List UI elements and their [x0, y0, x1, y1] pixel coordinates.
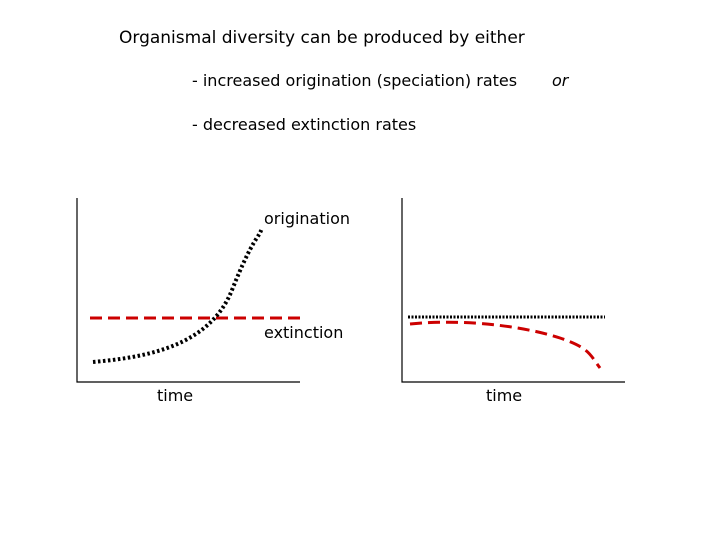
right-axes — [401, 198, 625, 383]
right-extinction-curve — [409, 320, 602, 369]
left-origination-curve — [92, 227, 264, 364]
extinction-label: extinction — [264, 323, 344, 342]
right-x-axis-label: time — [486, 386, 523, 405]
origination-label: origination — [264, 209, 351, 228]
or-label: or — [552, 71, 569, 90]
bullet-origination: - increased origination (speciation) rat… — [192, 71, 518, 90]
left-x-axis-label: time — [157, 386, 194, 405]
left-panel — [76, 198, 300, 383]
heading-text: Organismal diversity can be produced by … — [119, 28, 525, 48]
bullet-extinction: - decreased extinction rates — [192, 115, 417, 134]
right-panel — [401, 198, 625, 383]
left-axes — [76, 198, 300, 383]
